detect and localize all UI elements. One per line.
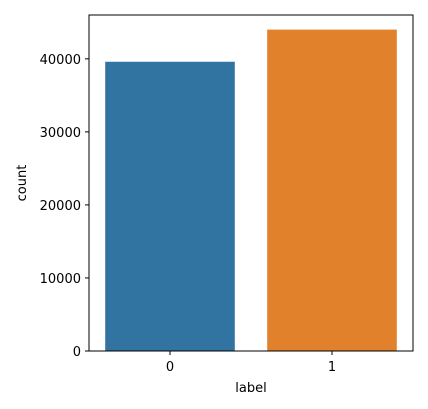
x-axis-label: label <box>235 381 266 396</box>
y-tick-label: 0 <box>73 345 81 360</box>
bar-1 <box>267 29 397 352</box>
y-axis-label: count <box>15 165 30 202</box>
y-axis: 0 10000 20000 30000 40000 <box>40 53 89 360</box>
y-tick-label: 10000 <box>40 272 81 287</box>
bars-group <box>105 29 397 352</box>
bar-0 <box>105 61 235 351</box>
y-tick-label: 20000 <box>40 199 81 214</box>
y-tick-label: 30000 <box>40 126 81 141</box>
y-tick-label: 40000 <box>40 53 81 68</box>
x-tick-label: 0 <box>166 360 174 375</box>
plot-frame <box>88 14 414 352</box>
x-tick-label: 1 <box>328 360 336 375</box>
